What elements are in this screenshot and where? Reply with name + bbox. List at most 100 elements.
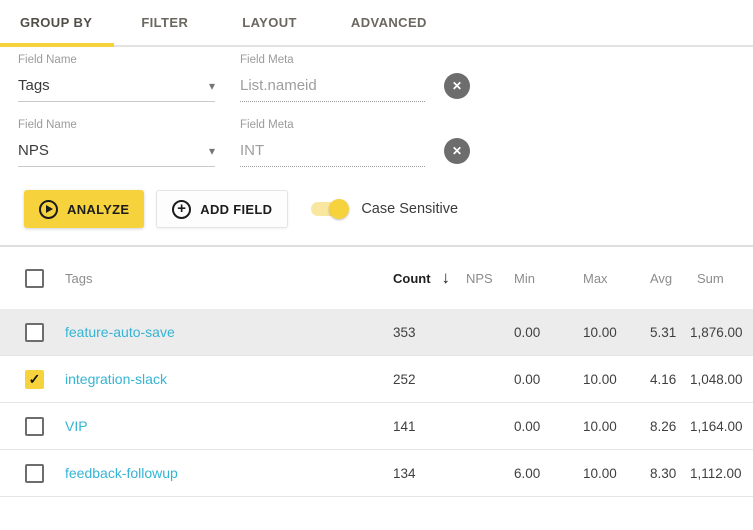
select-all-checkbox[interactable]: ✓ xyxy=(25,268,44,288)
tab-bar: GROUP BY FILTER LAYOUT ADVANCED xyxy=(0,0,753,47)
tag-link[interactable]: feature-auto-save xyxy=(65,324,175,340)
column-header-label: Count xyxy=(393,270,431,286)
field-name-label: Field Name xyxy=(18,54,77,66)
tab-layout[interactable]: LAYOUT xyxy=(242,15,297,30)
field-name-select[interactable]: NPS ▾ xyxy=(18,142,215,167)
table-row[interactable]: ✓ VIP 141 0.00 10.00 8.26 1,164.00 xyxy=(0,403,753,450)
row-checkbox[interactable]: ✓ xyxy=(25,416,44,436)
chevron-down-icon: ▾ xyxy=(208,78,215,93)
column-header-label: Tags xyxy=(65,270,93,286)
min-cell: 0.00 xyxy=(514,371,541,387)
max-cell: 10.00 xyxy=(583,418,617,434)
tag-cell: integration-slack xyxy=(65,371,393,387)
close-icon: ✕ xyxy=(451,79,463,93)
add-field-label: ADD FIELD xyxy=(200,201,273,217)
field-name-group: Field Name Tags ▾ xyxy=(18,54,215,102)
row-checkbox[interactable]: ✓ xyxy=(25,322,44,342)
column-header-label: NPS xyxy=(466,270,493,286)
analyze-label: ANALYZE xyxy=(67,201,130,217)
column-header-label: Min xyxy=(514,270,535,286)
row-check-cell: ✓ xyxy=(25,322,45,342)
avg-cell: 8.26 xyxy=(650,418,677,434)
min-cell: 0.00 xyxy=(514,418,541,434)
field-name-select[interactable]: Tags ▾ xyxy=(18,77,215,102)
column-header-min[interactable]: Min xyxy=(514,271,583,286)
column-header-sum[interactable]: Sum xyxy=(690,271,753,286)
count-cell: 353 xyxy=(393,324,416,340)
section-divider xyxy=(0,245,753,247)
analyze-button[interactable]: ANALYZE xyxy=(24,190,145,228)
remove-field-button[interactable]: ✕ xyxy=(444,73,470,99)
field-meta-group: Field Meta xyxy=(240,54,425,102)
tab-advanced[interactable]: ADVANCED xyxy=(350,15,427,30)
sum-cell: 1,164.00 xyxy=(690,418,743,434)
play-icon xyxy=(39,199,58,219)
field-meta-input[interactable] xyxy=(240,77,425,102)
column-header-count[interactable]: Count ↓ xyxy=(393,268,466,288)
toggle-knob xyxy=(329,199,350,219)
field-row-2: Field Name NPS ▾ Field Meta ✕ xyxy=(18,119,753,167)
close-icon: ✕ xyxy=(451,144,463,158)
case-sensitive-label: Case Sensitive xyxy=(361,201,459,217)
avg-cell: 8.30 xyxy=(650,465,677,481)
tag-link[interactable]: feedback-followup xyxy=(65,465,178,481)
tab-filter[interactable]: FILTER xyxy=(141,15,189,30)
tag-cell: feature-auto-save xyxy=(65,324,393,340)
sum-cell: 1,048.00 xyxy=(690,371,743,387)
checkmark-icon: ✓ xyxy=(28,371,41,387)
field-name-value: Tags xyxy=(18,77,50,94)
max-cell: 10.00 xyxy=(583,371,617,387)
field-meta-label: Field Meta xyxy=(240,54,294,66)
toolbar: ANALYZE + ADD FIELD Case Sensitive xyxy=(24,190,753,228)
select-all-cell: ✓ xyxy=(25,268,45,288)
sum-cell: 1,112.00 xyxy=(690,465,742,481)
column-header-label: Sum xyxy=(697,270,724,286)
column-header-label: Max xyxy=(583,270,608,286)
sum-cell: 1,876.00 xyxy=(690,324,743,340)
min-cell: 0.00 xyxy=(514,324,541,340)
remove-field-button[interactable]: ✕ xyxy=(444,138,470,164)
count-cell: 134 xyxy=(393,465,416,481)
results-table: ✓ Tags Count ↓ NPS Min Max Avg Sum ✓ feature-au… xyxy=(0,247,753,497)
count-cell: 141 xyxy=(393,418,416,434)
tag-cell: feedback-followup xyxy=(65,465,393,481)
max-cell: 10.00 xyxy=(583,465,617,481)
field-meta-input[interactable] xyxy=(240,142,425,167)
avg-cell: 4.16 xyxy=(650,371,677,387)
min-cell: 6.00 xyxy=(514,465,541,481)
table-row[interactable]: ✓ feature-auto-save 353 0.00 10.00 5.31 … xyxy=(0,309,753,356)
table-body: ✓ feature-auto-save 353 0.00 10.00 5.31 … xyxy=(0,309,753,497)
max-cell: 10.00 xyxy=(583,324,617,340)
tag-link[interactable]: integration-slack xyxy=(65,371,167,387)
add-field-button[interactable]: + ADD FIELD xyxy=(156,190,289,228)
column-header-avg[interactable]: Avg xyxy=(650,271,690,286)
count-cell: 252 xyxy=(393,371,416,387)
row-check-cell: ✓ xyxy=(25,463,45,483)
case-sensitive-toggle[interactable] xyxy=(311,199,350,219)
column-header-tag[interactable]: Tags xyxy=(65,271,393,286)
chevron-down-icon: ▾ xyxy=(208,143,215,158)
table-header-row: ✓ Tags Count ↓ NPS Min Max Avg Sum xyxy=(0,247,753,309)
field-name-value: NPS xyxy=(18,142,49,159)
field-name-group: Field Name NPS ▾ xyxy=(18,119,215,167)
column-header-nps[interactable]: NPS xyxy=(466,271,514,286)
tag-link[interactable]: VIP xyxy=(65,418,88,434)
plus-icon: + xyxy=(172,199,192,219)
row-check-cell: ✓ xyxy=(25,369,45,389)
avg-cell: 5.31 xyxy=(650,324,677,340)
column-header-label: Avg xyxy=(650,270,673,286)
row-checkbox[interactable]: ✓ xyxy=(25,463,44,483)
table-row[interactable]: ✓ feedback-followup 134 6.00 10.00 8.30 … xyxy=(0,450,753,497)
field-meta-label: Field Meta xyxy=(240,119,294,131)
group-by-fields: Field Name Tags ▾ Field Meta ✕ Field Nam… xyxy=(0,47,753,167)
table-row[interactable]: ✓ integration-slack 252 0.00 10.00 4.16 … xyxy=(0,356,753,403)
tab-group-by[interactable]: GROUP BY xyxy=(0,0,115,47)
field-meta-group: Field Meta xyxy=(240,119,425,167)
row-check-cell: ✓ xyxy=(25,416,45,436)
field-name-label: Field Name xyxy=(18,119,77,131)
field-row-1: Field Name Tags ▾ Field Meta ✕ xyxy=(18,54,753,102)
column-header-max[interactable]: Max xyxy=(583,271,650,286)
sort-desc-icon[interactable]: ↓ xyxy=(441,268,451,287)
row-checkbox[interactable]: ✓ xyxy=(25,369,44,389)
tag-cell: VIP xyxy=(65,418,393,434)
